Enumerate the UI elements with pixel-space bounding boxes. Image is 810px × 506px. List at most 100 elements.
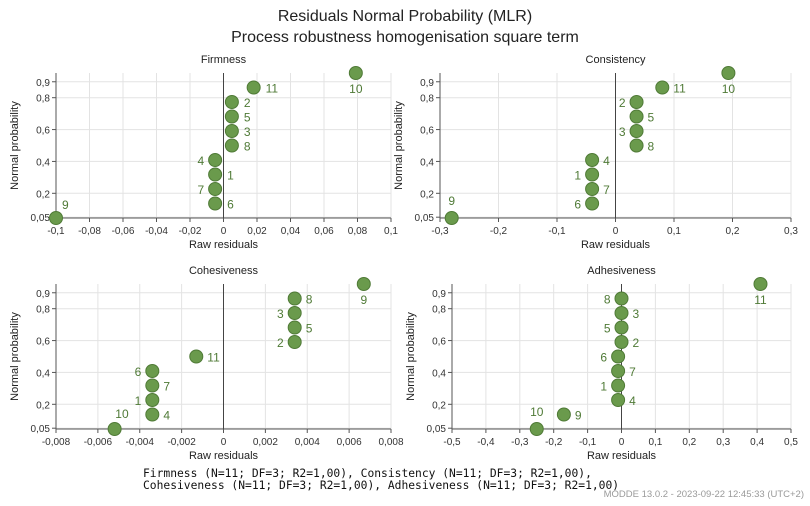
panel-1-x-tick-label: 0 xyxy=(221,226,227,237)
panel-4-x-tick-label: -0,4 xyxy=(477,437,495,448)
panel-1-point-3 xyxy=(224,124,239,138)
footer-line-1: Firmness (N=11; DF=3; R2=1,00), Consiste… xyxy=(143,467,592,480)
panel-3-point-label-11: 11 xyxy=(207,351,220,365)
panel-1-point-label-5: 5 xyxy=(244,111,251,125)
panel-3-title: Cohesiveness xyxy=(189,265,259,277)
panel-4-point-label-9: 9 xyxy=(575,409,582,423)
panel-4-x-axis-label: Raw residuals xyxy=(587,450,657,462)
panel-3-point-5 xyxy=(287,320,302,335)
panel-1-y-axis-label: Normal probability xyxy=(9,101,21,190)
panel-4-y-tick-label: 0,8 xyxy=(432,305,446,316)
panel-3-y-tick-label: 0,05 xyxy=(31,424,51,435)
panel-2-point-1 xyxy=(585,167,600,182)
panel-3-x-tick-label: 0 xyxy=(221,437,227,448)
panel-2-x-tick-label: 0,1 xyxy=(667,226,681,237)
panel-1-point-label-3: 3 xyxy=(244,125,251,139)
panel-1-point-label-9: 9 xyxy=(62,198,69,212)
panel-4-x-tick-label: 0,1 xyxy=(648,437,662,448)
panel-1-y-tick-label: 0,2 xyxy=(36,189,50,200)
panel-3-point-label-10: 10 xyxy=(115,407,129,421)
panel-2-y-axis-label: Normal probability xyxy=(393,101,405,190)
panel-1-point-label-7: 7 xyxy=(197,183,204,197)
panel-2-x-tick-label: 0,3 xyxy=(784,226,798,237)
panel-1-point-9 xyxy=(49,211,63,225)
panel-1-x-axis-label: Raw residuals xyxy=(189,239,259,251)
panel-1-point-8 xyxy=(224,138,239,153)
panel-2-point-label-10: 10 xyxy=(722,82,736,96)
panel-4-point-10 xyxy=(529,422,544,436)
panel-4-point-label-7: 7 xyxy=(629,365,636,379)
panel-1-x-tick-label: 0,08 xyxy=(348,226,368,237)
panel-1-point-label-4: 4 xyxy=(197,154,204,168)
panel-1-point-7 xyxy=(208,182,223,196)
panel-3-point-4 xyxy=(145,407,160,422)
panel-2-x-tick-label: -0,3 xyxy=(431,226,449,237)
panel-2-title: Consistency xyxy=(586,54,646,66)
panel-2-y-tick-label: 0,2 xyxy=(420,189,434,200)
panel-1-point-5 xyxy=(224,109,239,124)
panel-1-y-tick-label: 0,6 xyxy=(36,126,50,137)
panel-2-point-8 xyxy=(629,138,644,153)
panel-3-point-3 xyxy=(287,306,302,320)
panel-3-point-1 xyxy=(145,393,160,407)
panel-1-x-tick-label: -0,06 xyxy=(112,226,135,237)
panel-4-point-1 xyxy=(611,378,626,393)
panel-1-point-2 xyxy=(224,95,239,109)
panel-4-y-tick-label: 0,2 xyxy=(432,400,446,411)
panel-2-point-label-3: 3 xyxy=(619,125,626,139)
panel-2-point-label-6: 6 xyxy=(574,198,581,212)
panel-2-point-3 xyxy=(629,124,644,138)
panel-1-point-4 xyxy=(208,153,223,167)
panel-4-y-tick-label: 0,6 xyxy=(432,337,446,348)
panel-4-x-tick-label: 0,5 xyxy=(784,437,798,448)
panel-3-y-tick-label: 0,6 xyxy=(36,337,50,348)
panel-4-x-tick-label: -0,3 xyxy=(511,437,529,448)
panel-4-y-tick-label: 0,9 xyxy=(432,289,446,300)
panel-4-point-label-2: 2 xyxy=(633,336,640,350)
panel-3-y-axis-label: Normal probability xyxy=(9,312,21,401)
panel-3-x-tick-label: -0,008 xyxy=(42,437,71,448)
panel-4-point-2 xyxy=(614,335,629,349)
panel-3-point-label-4: 4 xyxy=(163,409,170,423)
panel-2-x-tick-label: -0,2 xyxy=(490,226,508,237)
panel-2-x-tick-label: 0 xyxy=(613,226,619,237)
panel-3-point-7 xyxy=(145,378,160,393)
panel-3-point-8 xyxy=(287,291,302,306)
panel-1-y-tick-label: 0,9 xyxy=(36,78,50,89)
panel-2-point-label-7: 7 xyxy=(603,183,610,197)
panel-3-x-tick-label: 0,006 xyxy=(337,437,362,448)
model-summary-footer: Firmness (N=11; DF=3; R2=1,00), Consiste… xyxy=(143,468,619,492)
panel-4-x-tick-label: 0,2 xyxy=(682,437,696,448)
panel-4-point-7 xyxy=(611,364,626,378)
chart-title: Residuals Normal Probability (MLR) xyxy=(277,8,533,25)
panel-1-title: Firmness xyxy=(201,54,247,66)
panel-1-point-label-2: 2 xyxy=(244,96,251,110)
panel-4-x-tick-label: 0,4 xyxy=(750,437,764,448)
panel-3-point-label-3: 3 xyxy=(277,307,284,321)
panel-4-point-11 xyxy=(753,277,768,291)
panel-4-point-label-4: 4 xyxy=(629,394,636,408)
panel-4-point-4 xyxy=(611,393,626,407)
panel-3-point-10 xyxy=(107,422,122,436)
panel-4-x-tick-label: 0 xyxy=(619,437,625,448)
panel-1-x-tick-label: -0,1 xyxy=(47,226,65,237)
panel-4-x-tick-label: -0,5 xyxy=(443,437,461,448)
panel-4-point-label-5: 5 xyxy=(604,322,611,336)
panel-3-y-tick-label: 0,9 xyxy=(36,289,50,300)
panel-4-y-axis-label: Normal probability xyxy=(405,312,417,401)
panel-2-point-2 xyxy=(629,95,644,109)
panel-2-point-10 xyxy=(721,66,736,80)
panel-4-point-9 xyxy=(556,407,571,422)
panel-4-title: Adhesiveness xyxy=(587,265,656,277)
panel-4-x-tick-label: -0,1 xyxy=(579,437,597,448)
panel-2-point-label-9: 9 xyxy=(448,194,455,208)
panel-1-point-label-8: 8 xyxy=(244,140,251,154)
panel-3-x-axis-label: Raw residuals xyxy=(189,450,259,462)
panel-1-point-label-1: 1 xyxy=(227,169,234,183)
panel-4-point-8 xyxy=(614,291,629,306)
panel-2-x-axis-label: Raw residuals xyxy=(581,239,651,251)
panel-3-x-tick-label: 0,002 xyxy=(253,437,278,448)
panel-1-point-1 xyxy=(208,167,223,182)
panel-2-point-label-2: 2 xyxy=(619,96,626,110)
